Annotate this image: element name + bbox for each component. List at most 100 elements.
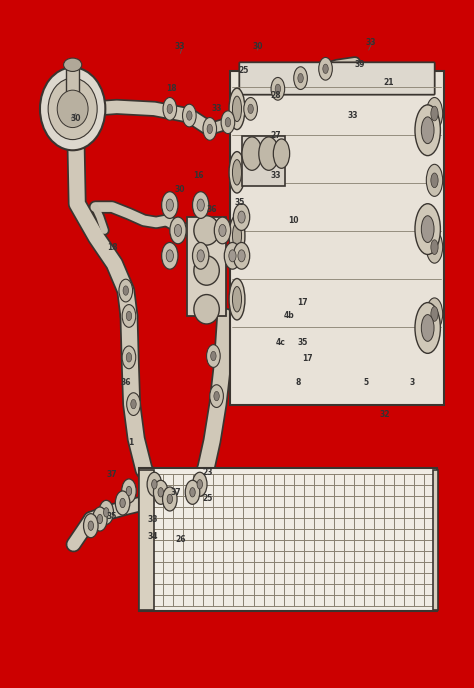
Ellipse shape: [174, 224, 182, 237]
Ellipse shape: [207, 345, 220, 367]
Ellipse shape: [431, 173, 438, 188]
Ellipse shape: [147, 472, 162, 496]
Bar: [239, 62, 435, 94]
Bar: [239, 62, 435, 94]
Ellipse shape: [192, 192, 209, 218]
Ellipse shape: [426, 231, 443, 264]
Ellipse shape: [225, 118, 231, 127]
Text: 28: 28: [270, 91, 281, 100]
Text: 27: 27: [270, 131, 281, 140]
Ellipse shape: [421, 314, 434, 341]
Ellipse shape: [119, 279, 133, 302]
Ellipse shape: [166, 199, 173, 211]
Ellipse shape: [126, 311, 132, 321]
Ellipse shape: [187, 111, 192, 120]
Ellipse shape: [194, 216, 219, 245]
Bar: [187, 217, 226, 316]
Text: 26: 26: [175, 535, 185, 544]
Ellipse shape: [154, 480, 168, 504]
Ellipse shape: [194, 256, 219, 286]
Text: 10: 10: [289, 216, 299, 225]
Text: 32: 32: [379, 409, 390, 418]
Bar: [139, 470, 154, 610]
Ellipse shape: [229, 279, 245, 320]
Ellipse shape: [131, 400, 136, 409]
Text: 16: 16: [193, 171, 204, 180]
Text: 25: 25: [202, 495, 213, 504]
Ellipse shape: [431, 240, 438, 255]
Ellipse shape: [152, 480, 157, 489]
Text: 21: 21: [384, 78, 394, 87]
Ellipse shape: [126, 486, 132, 495]
Ellipse shape: [248, 104, 253, 114]
Ellipse shape: [214, 217, 231, 244]
Ellipse shape: [83, 514, 98, 538]
Ellipse shape: [122, 305, 136, 327]
Text: 23: 23: [202, 468, 213, 477]
Ellipse shape: [294, 67, 307, 89]
Text: 35: 35: [107, 512, 118, 521]
Ellipse shape: [197, 199, 204, 211]
Ellipse shape: [197, 480, 202, 489]
Ellipse shape: [158, 488, 164, 497]
Ellipse shape: [210, 385, 223, 407]
Text: 36: 36: [207, 204, 217, 213]
Ellipse shape: [232, 96, 242, 122]
Text: 17: 17: [298, 298, 308, 307]
Text: 37: 37: [170, 488, 181, 497]
Ellipse shape: [426, 98, 443, 129]
Bar: [242, 136, 285, 186]
Ellipse shape: [229, 215, 245, 257]
Text: 33: 33: [148, 515, 158, 524]
Ellipse shape: [162, 242, 178, 269]
Ellipse shape: [319, 57, 332, 80]
Ellipse shape: [170, 217, 186, 244]
Bar: [433, 470, 438, 610]
Text: 36: 36: [120, 378, 131, 387]
Ellipse shape: [57, 90, 88, 127]
Text: 30: 30: [175, 184, 185, 193]
Ellipse shape: [238, 211, 245, 223]
Text: 4c: 4c: [275, 338, 285, 347]
Text: 33: 33: [347, 111, 358, 120]
Ellipse shape: [229, 88, 245, 129]
Text: 33: 33: [270, 171, 281, 180]
Bar: [139, 468, 437, 611]
Ellipse shape: [275, 84, 281, 94]
Ellipse shape: [192, 472, 207, 496]
Ellipse shape: [182, 104, 196, 127]
Ellipse shape: [271, 78, 285, 100]
Text: 25: 25: [238, 65, 249, 74]
Ellipse shape: [415, 204, 440, 255]
Ellipse shape: [229, 250, 236, 262]
Ellipse shape: [323, 64, 328, 74]
Ellipse shape: [421, 117, 434, 144]
Ellipse shape: [126, 353, 132, 362]
Ellipse shape: [115, 491, 130, 515]
Ellipse shape: [203, 118, 217, 140]
Ellipse shape: [242, 137, 262, 171]
Ellipse shape: [99, 500, 113, 524]
Ellipse shape: [97, 515, 102, 524]
Text: 37: 37: [107, 470, 118, 479]
Ellipse shape: [238, 250, 245, 262]
Ellipse shape: [163, 487, 177, 511]
Ellipse shape: [259, 137, 279, 171]
Ellipse shape: [192, 242, 209, 269]
Text: 33: 33: [175, 42, 185, 51]
Text: 18: 18: [166, 85, 176, 94]
Bar: [239, 62, 435, 94]
Ellipse shape: [194, 294, 219, 324]
Text: 1: 1: [128, 438, 133, 447]
Ellipse shape: [244, 98, 257, 120]
Ellipse shape: [88, 521, 93, 530]
Ellipse shape: [232, 223, 242, 248]
Bar: [230, 72, 444, 405]
Text: 34: 34: [148, 532, 158, 541]
Ellipse shape: [163, 98, 177, 120]
Ellipse shape: [426, 298, 443, 330]
Bar: [239, 62, 435, 94]
Ellipse shape: [233, 242, 250, 269]
Text: 39: 39: [355, 61, 365, 69]
Text: 35: 35: [234, 198, 245, 207]
